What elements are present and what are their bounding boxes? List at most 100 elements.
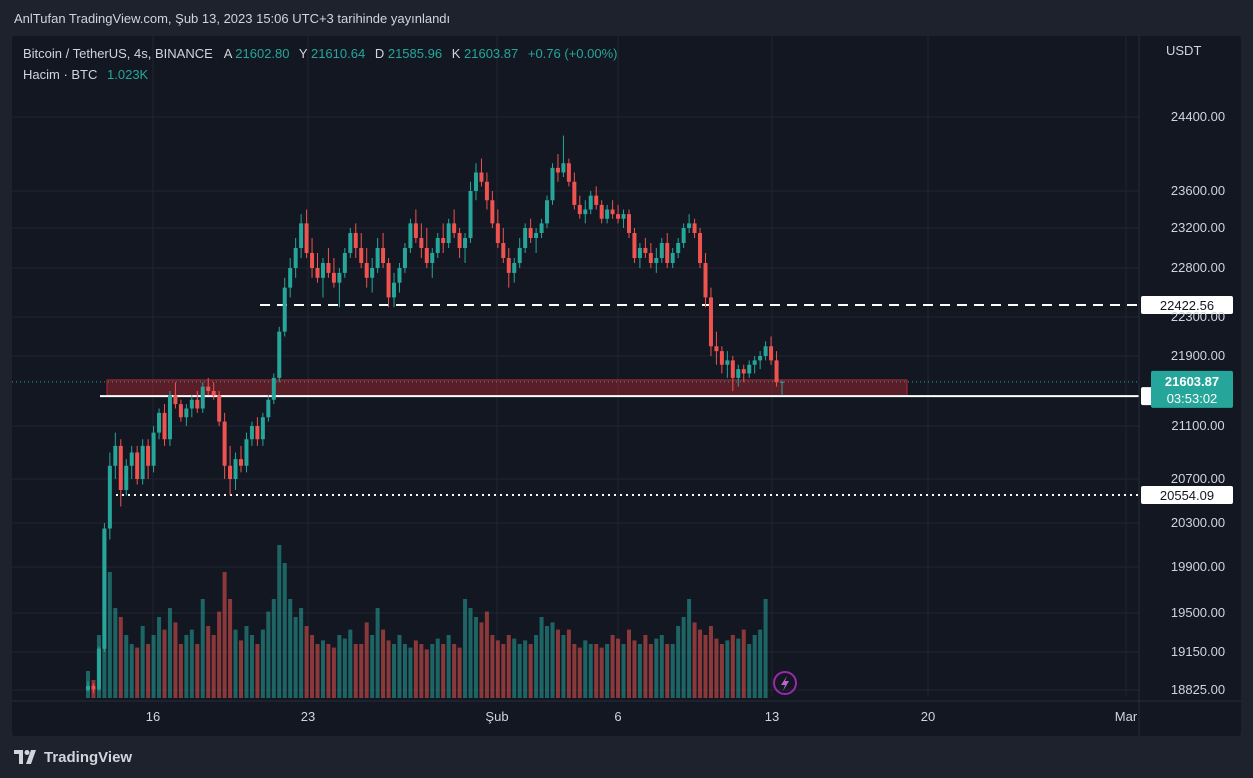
volume-bar [392, 644, 397, 698]
level-label-bg [1141, 486, 1233, 505]
candle-body [550, 167, 555, 201]
level-label-bg [1141, 295, 1233, 314]
candle-body [348, 233, 353, 253]
volume-bar [151, 635, 156, 698]
volume-bar [435, 638, 440, 698]
candle-body [173, 395, 178, 405]
volume-bar [135, 647, 140, 698]
candle-body [539, 223, 544, 233]
volume-bar [495, 640, 500, 698]
volume-bar [326, 644, 331, 698]
candle-body [189, 399, 194, 409]
candle-body [353, 233, 358, 248]
volume-bar [703, 635, 708, 698]
volume-bar [665, 644, 670, 698]
candle-body [124, 465, 129, 490]
candle-body [386, 263, 391, 298]
volume-bar [643, 635, 648, 698]
volume-bar [687, 599, 692, 698]
candle-body [758, 356, 763, 361]
candle-body [457, 233, 462, 248]
candle-body [501, 243, 506, 258]
candle-body [495, 223, 500, 243]
candle-body [255, 426, 260, 440]
volume-bar [758, 629, 763, 698]
candle-body [725, 360, 730, 365]
volume-bar [293, 617, 298, 698]
volume-bar [413, 640, 418, 698]
candle-body [118, 445, 123, 490]
volume-bar [364, 622, 369, 698]
volume-bar [271, 599, 276, 698]
y-tick-label: 20300.00 [1171, 515, 1225, 530]
candle-body [151, 432, 156, 466]
last-price-label: 21603.87 [1165, 374, 1219, 389]
price-axis: 24400.00 23600.00 23200.00 22800.00 22300.00… [1138, 36, 1233, 736]
volume-bar [146, 644, 151, 698]
volume-bar [124, 635, 129, 698]
volume-bar [725, 640, 730, 698]
candle-body [643, 248, 648, 253]
tradingview-brand[interactable]: TradingView [14, 747, 132, 767]
volume-bar [320, 640, 325, 698]
price-chart[interactable]: 22422.5621441.3420554.09 24400.00 23600.0… [12, 36, 1241, 736]
candle-body [381, 248, 386, 263]
y-tick-label: 19150.00 [1171, 644, 1225, 659]
volume-bar [118, 617, 123, 698]
legend-high-value: 21610.64 [311, 46, 365, 61]
volume-bar [599, 647, 604, 698]
candle-body [135, 452, 140, 479]
candle-body [648, 253, 653, 263]
candle-body [200, 386, 205, 409]
volume-bar [424, 649, 429, 698]
candle-body [441, 238, 446, 243]
candle-body [506, 258, 511, 273]
x-tick-label: 23 [301, 709, 315, 724]
candle-body [730, 360, 735, 378]
candle-body [698, 233, 703, 263]
volume-bar [523, 640, 528, 698]
volume-bar [381, 629, 386, 698]
candle-body [424, 248, 429, 263]
candle-body [632, 233, 637, 258]
candle-body [708, 297, 713, 347]
volume-bar [277, 545, 282, 698]
volume-bar [233, 629, 238, 698]
candle-body [512, 263, 517, 273]
volume-bar [676, 626, 681, 698]
legend-close-label: K [452, 46, 461, 61]
level-label: 22422.56 [1160, 298, 1214, 313]
volume-bar [654, 638, 659, 698]
volume-bar [200, 599, 205, 698]
candle-body [397, 268, 402, 283]
y-tick-label: 24400.00 [1171, 109, 1225, 124]
volume-bar [501, 644, 506, 698]
volume-bar [512, 638, 517, 698]
legend-high-label: Y [299, 46, 308, 61]
chart-panel[interactable]: 22422.5621441.3420554.09 24400.00 23600.0… [12, 36, 1241, 736]
volume-bar [189, 629, 194, 698]
y-tick-label: 23200.00 [1171, 220, 1225, 235]
currency-label: USDT [1166, 43, 1201, 58]
y-tick-label: 20700.00 [1171, 471, 1225, 486]
volume-bar [331, 647, 336, 698]
level-label: 20554.09 [1160, 488, 1214, 503]
y-tick-label: 23600.00 [1171, 183, 1225, 198]
top-bar: AnlTufan TradingView.com, Şub 13, 2023 1… [0, 0, 1253, 36]
candle-body [561, 163, 566, 173]
candle-body [714, 346, 719, 352]
candle-body [299, 223, 304, 248]
candle-body [195, 399, 200, 409]
volume-bar [282, 563, 287, 698]
candle-body [741, 369, 746, 374]
publication-info: AnlTufan TradingView.com, Şub 13, 2023 1… [14, 11, 451, 26]
candle-body [523, 228, 528, 248]
bottom-bar: TradingView [0, 736, 1253, 778]
y-tick-label: 22800.00 [1171, 260, 1225, 275]
volume-bar [452, 644, 457, 698]
volume-bar [249, 635, 254, 698]
flash-icon[interactable] [773, 671, 797, 695]
candle-body [370, 268, 375, 278]
volume-bar [594, 644, 599, 698]
candle-body [681, 228, 686, 243]
